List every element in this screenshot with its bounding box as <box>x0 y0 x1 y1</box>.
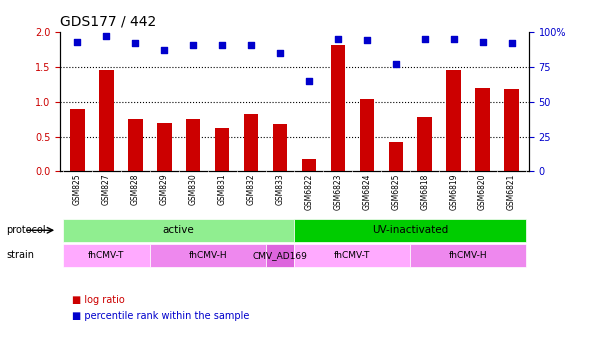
Text: strain: strain <box>6 250 34 260</box>
Point <box>102 34 111 39</box>
Bar <box>244 114 258 171</box>
FancyBboxPatch shape <box>266 244 294 266</box>
Point <box>275 50 285 56</box>
Bar <box>331 45 345 171</box>
FancyBboxPatch shape <box>63 219 294 241</box>
Point <box>333 36 343 42</box>
Point <box>420 36 430 42</box>
Text: fhCMV-T: fhCMV-T <box>334 251 371 260</box>
FancyBboxPatch shape <box>410 244 526 266</box>
Bar <box>215 127 230 171</box>
Bar <box>128 119 142 171</box>
Text: UV-inactivated: UV-inactivated <box>372 225 448 235</box>
Bar <box>70 109 85 171</box>
Text: GSM6821: GSM6821 <box>507 174 516 210</box>
Text: GSM6819: GSM6819 <box>449 174 458 210</box>
Point <box>391 61 401 67</box>
Point <box>478 39 487 45</box>
FancyBboxPatch shape <box>294 219 526 241</box>
Text: GDS177 / 442: GDS177 / 442 <box>60 14 156 28</box>
Bar <box>475 88 490 171</box>
Text: ■ log ratio: ■ log ratio <box>72 295 125 305</box>
Bar <box>157 123 171 171</box>
Point <box>362 37 371 43</box>
Text: GSM6820: GSM6820 <box>478 174 487 210</box>
Point <box>304 78 314 84</box>
Point <box>159 47 169 53</box>
FancyBboxPatch shape <box>294 244 410 266</box>
Text: GSM827: GSM827 <box>102 174 111 205</box>
Bar <box>447 70 461 171</box>
Text: GSM6823: GSM6823 <box>334 174 343 210</box>
Text: fhCMV-H: fhCMV-H <box>188 251 227 260</box>
Text: GSM833: GSM833 <box>275 174 284 205</box>
Bar <box>302 159 316 171</box>
Point <box>507 40 516 46</box>
Point <box>130 40 140 46</box>
Text: fhCMV-H: fhCMV-H <box>449 251 487 260</box>
Text: GSM6824: GSM6824 <box>362 174 371 210</box>
Text: active: active <box>163 225 195 235</box>
Point <box>449 36 459 42</box>
Text: CMV_AD169: CMV_AD169 <box>252 251 308 260</box>
Bar <box>273 124 287 171</box>
Text: GSM6822: GSM6822 <box>305 174 314 210</box>
FancyBboxPatch shape <box>63 244 150 266</box>
FancyBboxPatch shape <box>150 244 266 266</box>
Text: GSM831: GSM831 <box>218 174 227 205</box>
Text: GSM830: GSM830 <box>189 174 198 205</box>
Point <box>218 42 227 47</box>
Text: GSM6818: GSM6818 <box>420 174 429 210</box>
Text: GSM825: GSM825 <box>73 174 82 205</box>
Text: GSM832: GSM832 <box>246 174 255 205</box>
Bar <box>418 117 432 171</box>
Text: ■ percentile rank within the sample: ■ percentile rank within the sample <box>72 311 249 321</box>
Text: GSM828: GSM828 <box>131 174 140 205</box>
Text: protocol: protocol <box>6 225 46 235</box>
Bar <box>388 142 403 171</box>
Point <box>246 42 256 47</box>
Text: GSM829: GSM829 <box>160 174 169 205</box>
Bar <box>504 89 519 171</box>
Bar <box>186 119 201 171</box>
Text: fhCMV-T: fhCMV-T <box>88 251 124 260</box>
Point <box>188 42 198 47</box>
Point <box>73 39 82 45</box>
Bar <box>99 70 114 171</box>
Text: GSM6825: GSM6825 <box>391 174 400 210</box>
Bar <box>359 99 374 171</box>
